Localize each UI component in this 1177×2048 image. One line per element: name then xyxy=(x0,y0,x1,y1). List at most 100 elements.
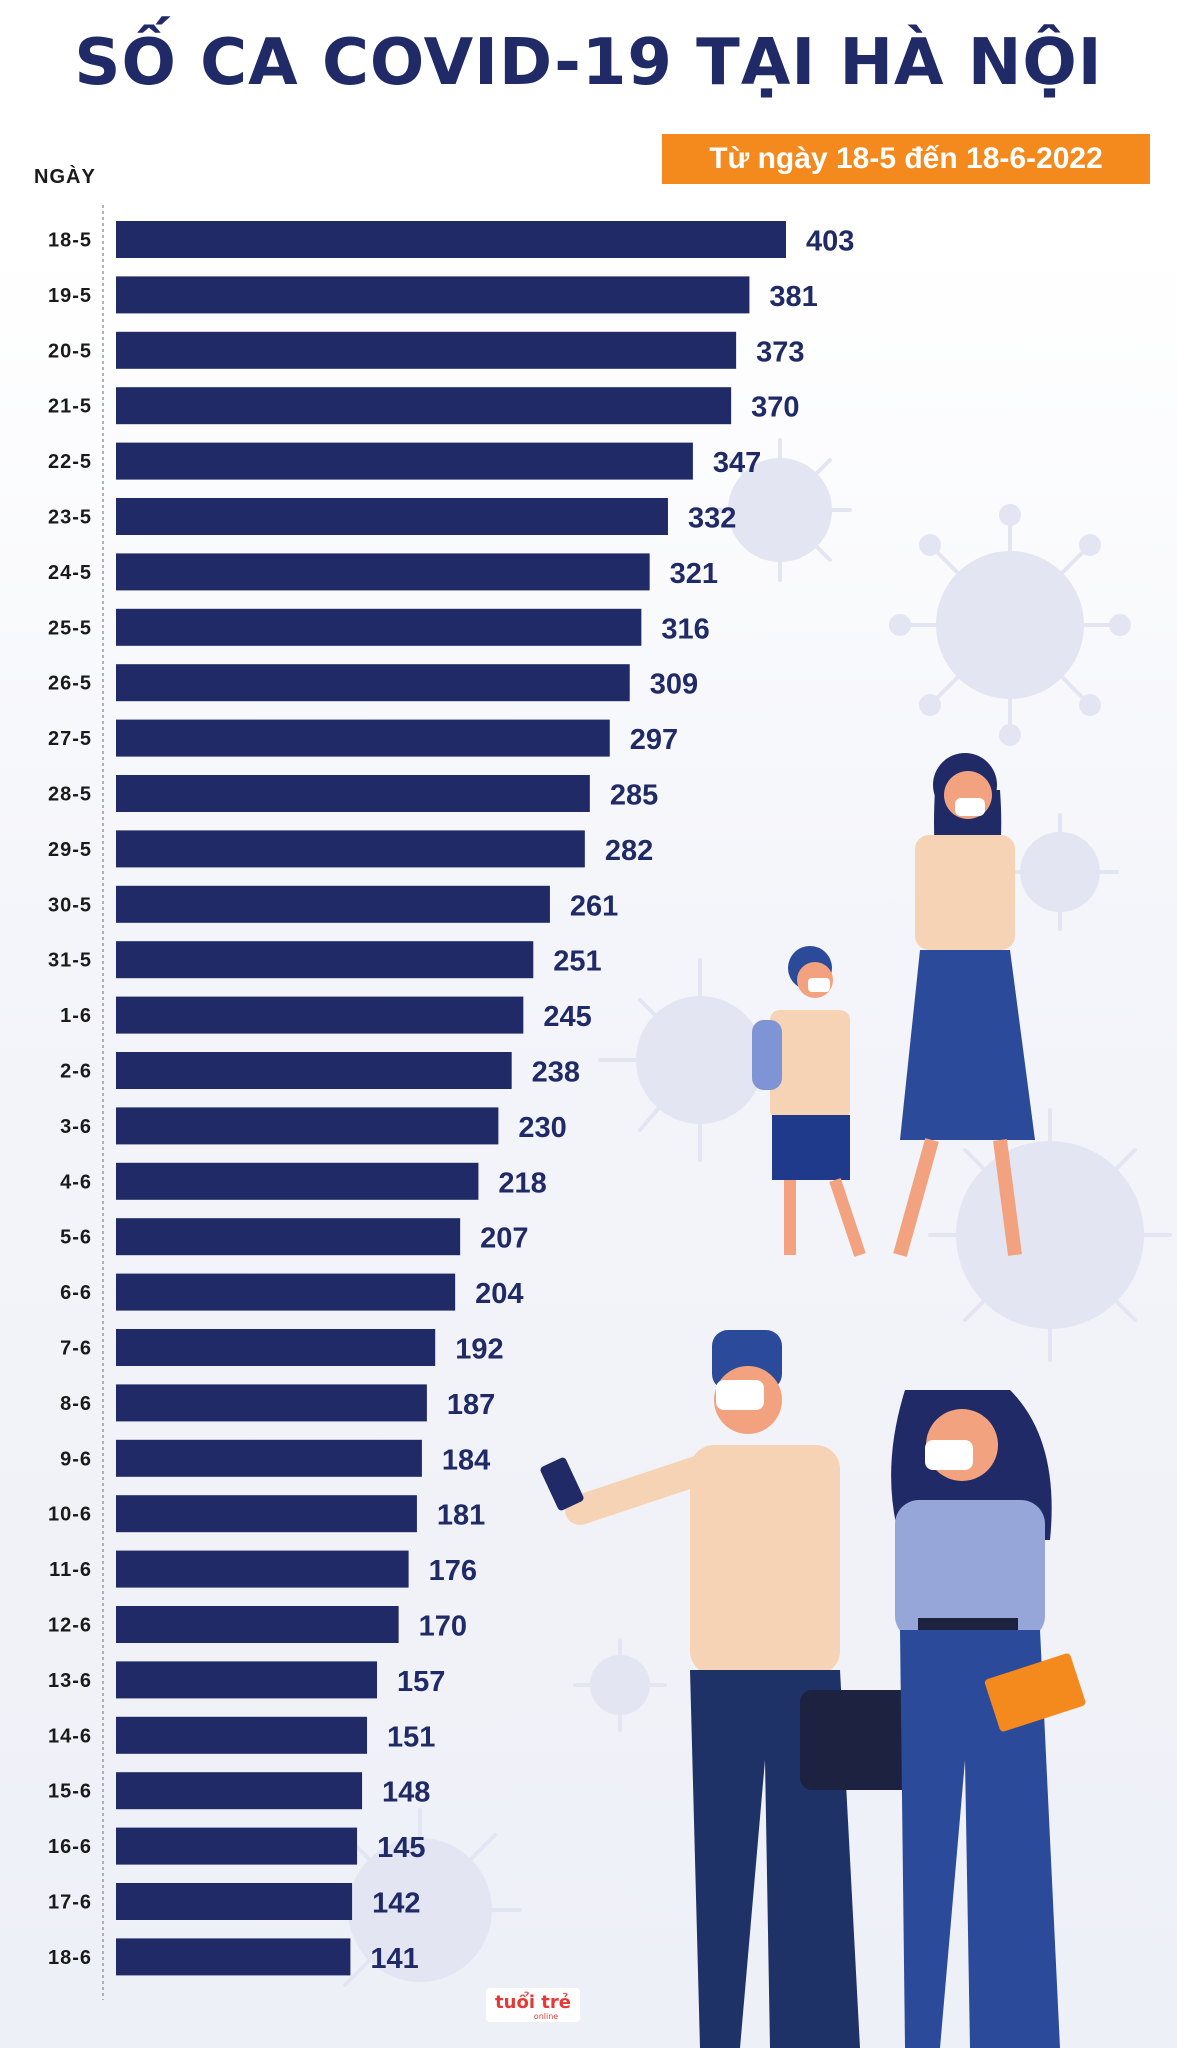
category-label: 18-6 xyxy=(48,1947,92,1969)
date-range-badge: Từ ngày 18-5 đến 18-6-2022 xyxy=(662,134,1150,184)
bar xyxy=(116,1883,353,1920)
bar xyxy=(116,1439,422,1477)
value-label: 176 xyxy=(429,1555,477,1587)
bar xyxy=(116,1716,368,1754)
bar xyxy=(116,1938,351,1976)
category-label: 7-6 xyxy=(60,1338,92,1360)
category-label: 12-6 xyxy=(48,1615,92,1637)
category-label: 28-5 xyxy=(48,784,92,806)
category-label: 24-5 xyxy=(48,562,92,584)
bar xyxy=(116,1550,409,1588)
value-label: 148 xyxy=(382,1777,430,1809)
bar xyxy=(116,498,668,535)
virus-icon xyxy=(708,438,852,582)
bar xyxy=(116,221,786,258)
value-label: 170 xyxy=(419,1611,467,1643)
value-label: 230 xyxy=(518,1112,566,1144)
category-label: 15-6 xyxy=(48,1781,92,1803)
svg-text:tuổi trẻ: tuổi trẻ xyxy=(495,1991,571,2013)
value-label: 261 xyxy=(570,890,618,922)
category-label: 20-5 xyxy=(48,340,92,362)
category-label: 29-5 xyxy=(48,839,92,861)
category-label: 31-5 xyxy=(48,950,92,972)
bar xyxy=(116,442,693,480)
value-label: 321 xyxy=(670,558,718,590)
value-label: 251 xyxy=(553,946,601,978)
people-illustration xyxy=(540,753,1086,2048)
value-label: 297 xyxy=(630,724,678,756)
virus-icon xyxy=(573,1638,667,1732)
value-label: 204 xyxy=(475,1278,523,1310)
category-label: 11-6 xyxy=(49,1559,92,1581)
bars-group: 18-5 403 19-5 381 20-5 373 21-5 370 22-5 347 23-5 3… xyxy=(48,221,854,1976)
value-label: 218 xyxy=(498,1167,546,1199)
bar xyxy=(116,830,585,868)
value-label: 192 xyxy=(455,1334,503,1366)
value-label: 282 xyxy=(605,835,653,867)
bar xyxy=(116,553,650,591)
bar xyxy=(116,1606,399,1643)
bar xyxy=(116,608,642,646)
category-label: 25-5 xyxy=(48,617,92,639)
category-label: 8-6 xyxy=(60,1393,92,1415)
bar xyxy=(116,387,732,425)
value-label: 181 xyxy=(437,1500,485,1532)
virus-icon xyxy=(343,1808,522,1987)
category-label: 9-6 xyxy=(60,1448,92,1470)
value-label: 316 xyxy=(661,613,709,645)
bar xyxy=(116,276,750,314)
category-label: 23-5 xyxy=(48,507,92,529)
bar xyxy=(116,885,550,923)
bar xyxy=(116,1052,512,1089)
axis-label-date: NGÀY xyxy=(34,166,96,188)
bar xyxy=(116,331,737,369)
bar xyxy=(116,1495,417,1533)
category-label: 21-5 xyxy=(48,396,92,418)
tuoi-tre-logo: tuổi trẻ online xyxy=(486,1988,580,2022)
bar xyxy=(116,664,630,702)
value-label: 309 xyxy=(650,669,698,701)
category-label: 3-6 xyxy=(60,1116,92,1138)
bar xyxy=(116,1107,499,1145)
value-label: 145 xyxy=(377,1832,425,1864)
category-label: 30-5 xyxy=(48,894,92,916)
category-label: 16-6 xyxy=(48,1836,92,1858)
category-label: 5-6 xyxy=(60,1227,92,1249)
bar xyxy=(116,1661,378,1699)
value-label: 370 xyxy=(751,392,799,424)
value-label: 403 xyxy=(806,226,854,258)
value-label: 141 xyxy=(370,1943,418,1975)
bar xyxy=(116,1329,436,1366)
category-label: 22-5 xyxy=(48,451,92,473)
bar xyxy=(116,1827,358,1865)
value-label: 184 xyxy=(442,1444,490,1476)
bar xyxy=(116,1273,456,1311)
page-title: SỐ CA COVID-19 TẠI HÀ NỘI xyxy=(74,26,1103,100)
bar xyxy=(116,1218,461,1256)
category-label: 17-6 xyxy=(48,1892,92,1914)
value-label: 187 xyxy=(447,1389,495,1421)
category-label: 18-5 xyxy=(48,230,92,252)
value-label: 151 xyxy=(387,1721,435,1753)
value-label: 157 xyxy=(397,1666,445,1698)
category-label: 4-6 xyxy=(60,1171,92,1193)
category-label: 1-6 xyxy=(60,1005,92,1027)
bar xyxy=(116,775,590,812)
value-label: 347 xyxy=(713,447,761,479)
category-label: 26-5 xyxy=(48,673,92,695)
bar xyxy=(116,1772,363,1810)
svg-text:online: online xyxy=(534,2012,558,2021)
bar xyxy=(116,1384,427,1422)
value-label: 373 xyxy=(756,336,804,368)
value-label: 245 xyxy=(543,1001,591,1033)
virus-icon xyxy=(598,958,764,1162)
bar xyxy=(116,941,534,979)
bar xyxy=(116,996,524,1034)
category-label: 19-5 xyxy=(48,285,92,307)
virus-icon xyxy=(889,504,1131,746)
category-label: 2-6 xyxy=(60,1061,92,1083)
value-label: 142 xyxy=(372,1888,420,1920)
value-label: 332 xyxy=(688,503,736,535)
bar xyxy=(116,719,610,757)
